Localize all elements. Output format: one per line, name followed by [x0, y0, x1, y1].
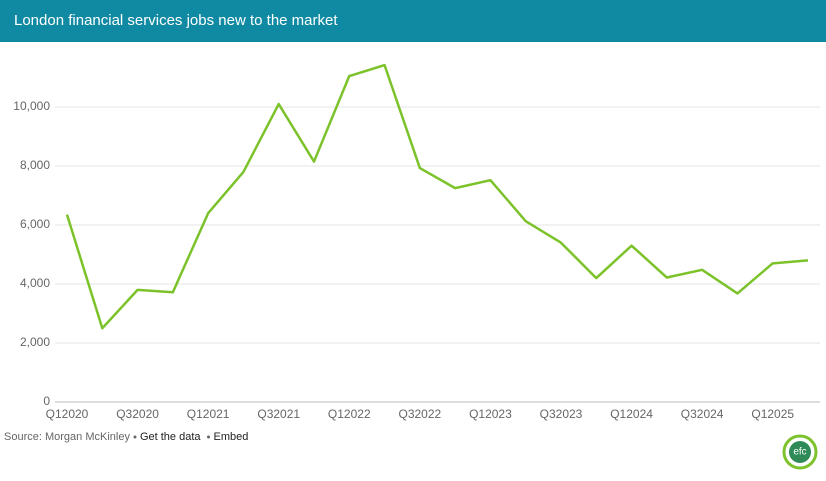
separator — [133, 435, 137, 439]
link[interactable]: Get the data — [140, 431, 201, 443]
x-tick-label: Q32022 — [399, 407, 442, 421]
source: Source: Morgan McKinley — [4, 431, 130, 443]
logo-ring — [782, 434, 818, 470]
y-tick-label: 8,000 — [20, 158, 50, 172]
chart-title: London financial services jobs new to th… — [14, 12, 338, 29]
x-tick-label: Q32024 — [681, 407, 724, 421]
link[interactable]: Embed — [214, 431, 249, 443]
y-tick-label: 4,000 — [20, 276, 50, 290]
header-bar — [0, 0, 826, 42]
separator — [207, 435, 210, 439]
x-tick-label: Q32023 — [540, 407, 583, 421]
x-tick-label: Q12020 — [46, 407, 89, 421]
y-tick-label: 2,000 — [20, 335, 50, 349]
logo-inner — [789, 441, 811, 463]
x-tick-label: Q32020 — [116, 407, 159, 421]
y-tick-label: 0 — [43, 394, 50, 408]
x-tick-label: Q12025 — [751, 407, 794, 421]
x-tick-label: Q12022 — [328, 407, 371, 421]
x-tick-label: Q12024 — [610, 407, 653, 421]
y-tick-label: 10,000 — [13, 99, 50, 113]
logo-text: efc — [793, 447, 806, 458]
y-tick-label: 6,000 — [20, 217, 50, 231]
x-tick-label: Q32021 — [257, 407, 300, 421]
x-tick-label: Q12023 — [469, 407, 512, 421]
data-line — [65, 63, 809, 330]
x-tick-label: Q12021 — [187, 407, 230, 421]
